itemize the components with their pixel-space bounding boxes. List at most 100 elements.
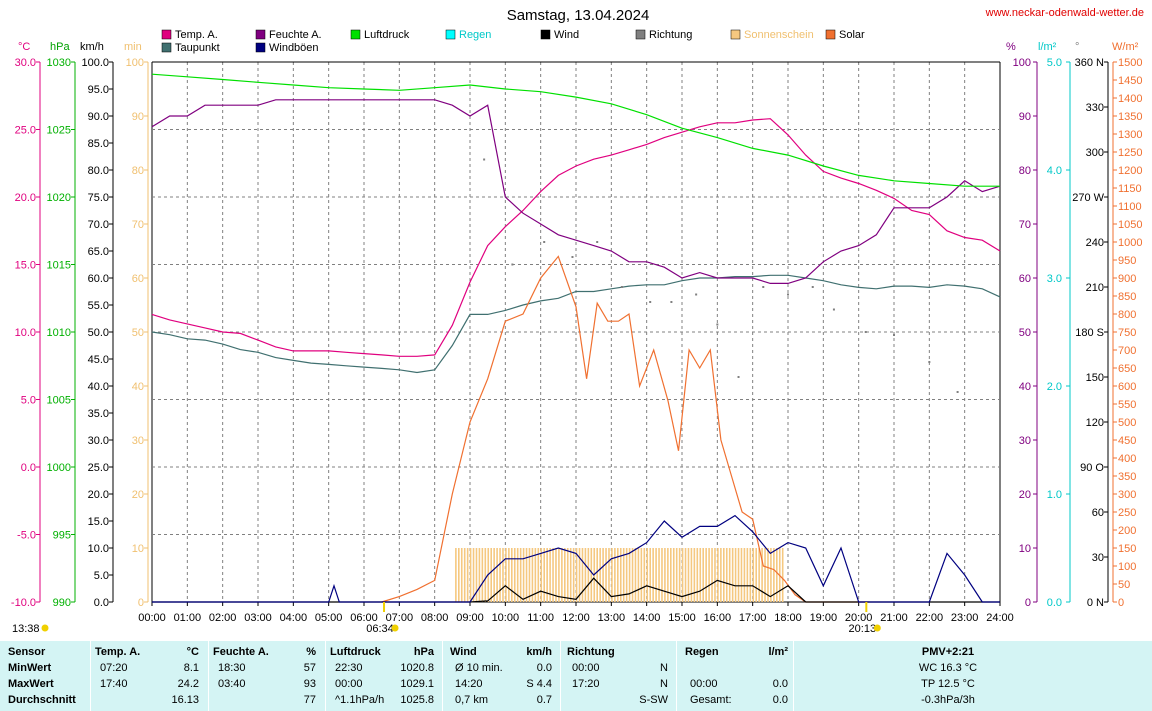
direction-axis-tick-label: 210 <box>1086 282 1104 294</box>
wind-axis-tick-label: 15.0 <box>88 516 109 528</box>
sun-axis-tick-label: 100 <box>126 57 144 69</box>
rain-axis-tick-label: 3.0 <box>1047 273 1062 285</box>
stats-header-cell: Sensor <box>8 646 46 658</box>
stats-header-cell: °C <box>186 646 199 658</box>
stats-separator <box>208 641 209 711</box>
wind-axis-tick-label: 70.0 <box>88 219 109 231</box>
direction-point <box>811 286 814 288</box>
source-link[interactable]: www.neckar-odenwald-wetter.de <box>985 7 1144 19</box>
axis-unit-label: min <box>124 41 142 53</box>
time-tick-label: 24:00 <box>986 612 1014 624</box>
solar-axis-tick-label: 0 <box>1118 597 1124 609</box>
wind-axis-tick-label: 90.0 <box>88 111 109 123</box>
stats-cell: 03:40 <box>218 678 246 690</box>
stats-cell: S-SW <box>639 694 668 706</box>
solar-axis-tick-label: 950 <box>1118 255 1136 267</box>
time-tick-label: 19:00 <box>810 612 838 624</box>
direction-point <box>649 301 652 303</box>
temp-axis-tick-label: 25.0 <box>15 125 36 137</box>
wind-axis-tick-label: 75.0 <box>88 192 109 204</box>
legend-swatch <box>255 42 266 53</box>
solar-axis-tick-label: 850 <box>1118 291 1136 303</box>
stats-cell: 77 <box>303 694 316 706</box>
wind-axis-tick-label: 80.0 <box>88 165 109 177</box>
time-tick-label: 22:00 <box>916 612 944 624</box>
wind-axis-tick-label: 5.0 <box>94 570 109 582</box>
legend-swatch <box>540 29 551 40</box>
legend-swatch <box>350 29 361 40</box>
axis-unit-label: W/m² <box>1112 41 1139 53</box>
direction-axis-tick-label: 0 N <box>1087 597 1104 609</box>
solar-axis-tick-label: 300 <box>1118 489 1136 501</box>
temp-axis-tick-label: 15.0 <box>15 260 36 272</box>
stats-cell: Ø 10 min. <box>455 662 503 674</box>
direction-point <box>716 323 719 326</box>
stats-header-cell: l/m² <box>768 646 788 658</box>
direction-point <box>928 361 931 363</box>
stats-cell: 07:20 <box>100 662 128 674</box>
stats-cell: MaxWert <box>8 678 54 690</box>
legend-label: Solar <box>839 29 865 41</box>
stats-separator <box>793 641 794 711</box>
solar-axis-tick-label: 1200 <box>1118 165 1142 177</box>
legend-label: Luftdruck <box>364 29 410 41</box>
time-tick-label: 02:00 <box>209 612 237 624</box>
stats-header-cell: Feuchte A. <box>213 646 269 658</box>
temp-axis-tick-label: 20.0 <box>15 192 36 204</box>
stats-cell: -0.3hPa/3h <box>921 694 975 706</box>
wind-axis-tick-label: 25.0 <box>88 462 109 474</box>
weather-chart: Samstag, 13.04.2024 www.neckar-odenwald-… <box>11 7 1144 635</box>
stats-cell: 17:40 <box>100 678 128 690</box>
direction-point <box>893 334 895 336</box>
time-tick-label: 07:00 <box>386 612 414 624</box>
sun-axis-tick-label: 90 <box>132 111 144 123</box>
time-tick-label: 15:00 <box>668 612 696 624</box>
legend-swatch <box>730 29 741 40</box>
pressure-axis-tick-label: 995 <box>53 530 71 542</box>
chart-title: Samstag, 13.04.2024 <box>507 7 650 24</box>
legend-label: Wind <box>554 29 579 41</box>
series-line-temp-a- <box>151 118 1001 357</box>
wind-axis-tick-label: 30.0 <box>88 435 109 447</box>
stats-cell: TP 12.5 °C <box>921 678 975 690</box>
stats-cell: ^1.1hPa/h <box>335 694 385 706</box>
humidity-axis-tick-label: 60 <box>1019 273 1031 285</box>
solar-axis-tick-label: 1400 <box>1118 93 1142 105</box>
axis-unit-label: l/m² <box>1038 41 1057 53</box>
stats-cell: S 4.4 <box>526 678 552 690</box>
time-tick-label: 05:00 <box>315 612 343 624</box>
wind-axis-tick-label: 10.0 <box>88 543 109 555</box>
legend-swatch <box>445 29 456 40</box>
wind-axis-tick-label: 45.0 <box>88 354 109 366</box>
direction-point <box>620 286 623 288</box>
legend-label: Regen <box>459 29 491 41</box>
direction-point <box>956 391 959 393</box>
legend-swatch <box>161 29 172 40</box>
stats-cell: N <box>660 662 668 674</box>
axis-unit-label: ° <box>1075 41 1079 53</box>
stats-cell: N <box>660 678 668 690</box>
axis-unit-label: °C <box>18 41 30 53</box>
time-tick-label: 11:00 <box>527 612 554 624</box>
rain-axis-tick-label: 5.0 <box>1047 57 1062 69</box>
solar-axis-tick-label: 100 <box>1118 561 1136 573</box>
direction-point <box>762 286 765 288</box>
direction-axis-tick-label: 300 <box>1086 147 1104 159</box>
wind-axis-tick-label: 0.0 <box>94 597 109 609</box>
rain-axis-tick-label: 4.0 <box>1047 165 1062 177</box>
time-tick-label: 09:00 <box>456 612 484 624</box>
direction-point <box>596 241 599 243</box>
series-line-taupunkt <box>151 274 1001 374</box>
solar-axis-tick-label: 1150 <box>1118 183 1142 195</box>
time-tick-label: 18:00 <box>774 612 802 624</box>
solar-axis-tick-label: 1350 <box>1118 111 1142 123</box>
direction-axis-tick-label: 270 W <box>1072 192 1104 204</box>
series-line-feuchte-a- <box>151 99 1001 284</box>
direction-point <box>695 293 698 296</box>
legend-label: Windböen <box>269 42 319 54</box>
axis-unit-label: hPa <box>50 41 70 53</box>
direction-axis-tick-label: 360 N <box>1075 57 1104 69</box>
stats-header-cell: Luftdruck <box>330 646 381 658</box>
series-line-windb-en <box>152 514 1000 603</box>
stats-cell: 0.7 <box>536 694 552 706</box>
